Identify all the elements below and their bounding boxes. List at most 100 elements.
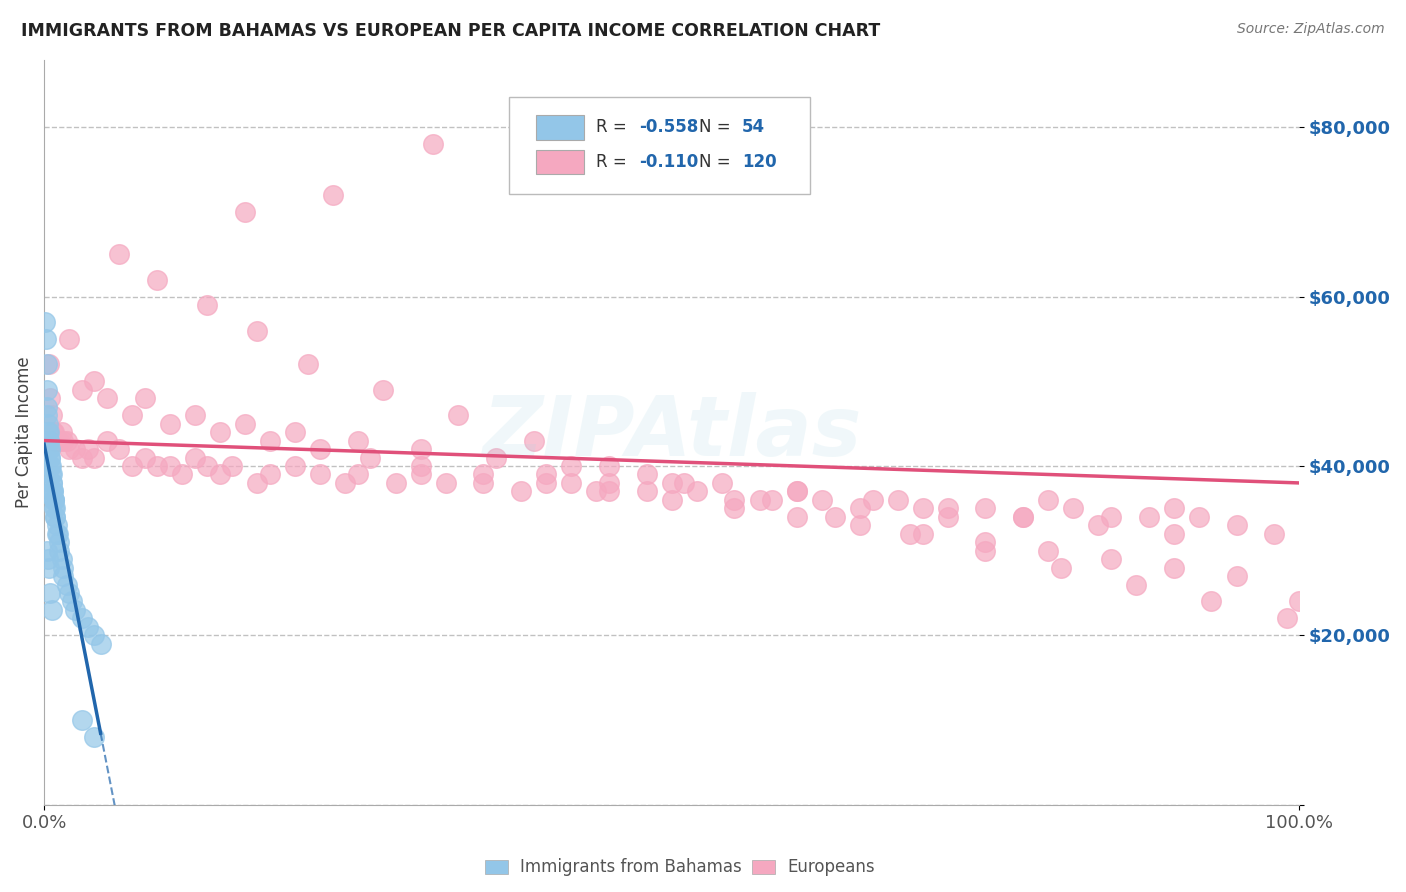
- Point: [39, 458, 62, 473]
- Point: [1137, 509, 1160, 524]
- Point: [35, 543, 58, 558]
- Point: [560, 458, 582, 473]
- Point: [485, 450, 508, 465]
- Point: [134, 391, 156, 405]
- Point: [41, 475, 63, 490]
- Point: [347, 467, 370, 482]
- Point: [886, 492, 908, 507]
- Point: [811, 492, 834, 507]
- Point: [911, 526, 934, 541]
- Point: [37, 425, 59, 439]
- Point: [786, 484, 808, 499]
- Point: [42, 484, 65, 499]
- Point: [259, 467, 281, 482]
- Point: [1099, 552, 1122, 566]
- Point: [41, 484, 63, 499]
- Point: [309, 442, 332, 456]
- Point: [974, 501, 997, 516]
- Point: [44, 434, 66, 448]
- Point: [38, 450, 60, 465]
- Point: [44, 501, 66, 516]
- Point: [974, 535, 997, 549]
- Point: [48, 535, 70, 549]
- Point: [936, 501, 959, 516]
- Text: Immigrants from Bahamas: Immigrants from Bahamas: [520, 858, 742, 876]
- Y-axis label: Per Capita Income: Per Capita Income: [15, 356, 32, 508]
- Point: [44, 509, 66, 524]
- Point: [636, 484, 658, 499]
- Point: [723, 501, 745, 516]
- Point: [58, 332, 80, 346]
- Point: [77, 620, 100, 634]
- Point: [1188, 509, 1211, 524]
- Point: [134, 450, 156, 465]
- Point: [347, 434, 370, 448]
- Point: [70, 450, 93, 465]
- Point: [37, 425, 59, 439]
- Point: [52, 560, 75, 574]
- Point: [44, 425, 66, 439]
- Point: [636, 467, 658, 482]
- Point: [1275, 611, 1298, 625]
- Point: [146, 273, 169, 287]
- Point: [35, 332, 58, 346]
- Point: [1225, 518, 1247, 533]
- Point: [159, 417, 181, 431]
- Point: [41, 467, 63, 482]
- Bar: [536, 150, 583, 174]
- Point: [83, 628, 105, 642]
- Point: [1288, 594, 1310, 608]
- Point: [45, 518, 67, 533]
- Point: [371, 383, 394, 397]
- Point: [1062, 501, 1084, 516]
- Point: [297, 358, 319, 372]
- Point: [911, 501, 934, 516]
- Point: [1225, 569, 1247, 583]
- Point: [409, 442, 432, 456]
- Point: [422, 137, 444, 152]
- Point: [233, 417, 256, 431]
- Point: [1038, 543, 1060, 558]
- Point: [195, 458, 218, 473]
- Point: [39, 586, 62, 600]
- Point: [37, 552, 59, 566]
- Point: [259, 434, 281, 448]
- Point: [38, 358, 60, 372]
- Point: [661, 492, 683, 507]
- Text: -0.558: -0.558: [640, 119, 699, 136]
- Point: [121, 458, 143, 473]
- Point: [284, 425, 307, 439]
- Point: [1012, 509, 1035, 524]
- Point: [233, 205, 256, 219]
- Point: [45, 434, 67, 448]
- Point: [322, 188, 344, 202]
- Point: [58, 442, 80, 456]
- Text: Europeans: Europeans: [787, 858, 875, 876]
- Point: [44, 509, 66, 524]
- Point: [936, 509, 959, 524]
- Point: [90, 637, 112, 651]
- Point: [41, 408, 63, 422]
- Point: [1263, 526, 1285, 541]
- Point: [58, 586, 80, 600]
- Point: [472, 475, 495, 490]
- Point: [37, 400, 59, 414]
- Point: [1163, 560, 1185, 574]
- Point: [35, 358, 58, 372]
- Point: [70, 713, 93, 727]
- Point: [284, 458, 307, 473]
- Point: [44, 501, 66, 516]
- Point: [42, 492, 65, 507]
- Point: [723, 492, 745, 507]
- Text: R =: R =: [596, 119, 633, 136]
- Text: N =: N =: [699, 153, 737, 170]
- Point: [48, 434, 70, 448]
- Point: [42, 484, 65, 499]
- Point: [65, 603, 87, 617]
- Point: [849, 501, 872, 516]
- Point: [1163, 501, 1185, 516]
- Point: [96, 434, 118, 448]
- Point: [184, 450, 207, 465]
- Point: [786, 509, 808, 524]
- Point: [44, 492, 66, 507]
